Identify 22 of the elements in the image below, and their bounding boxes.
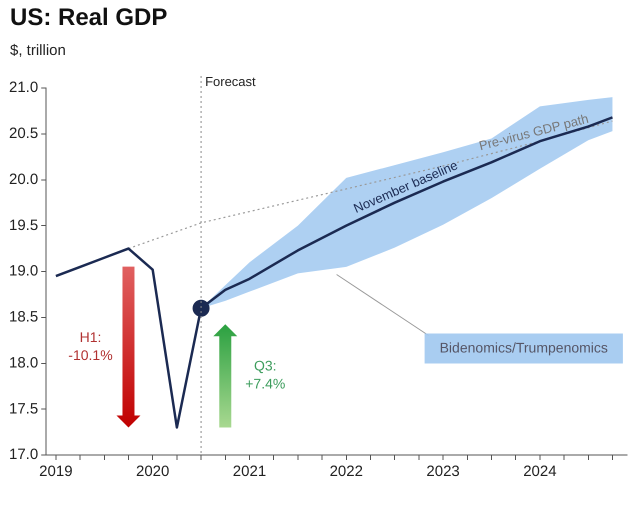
x-tick-label: 2024 bbox=[523, 463, 557, 480]
x-tick-label: 2020 bbox=[136, 463, 170, 480]
y-tick-label: 19.5 bbox=[8, 216, 38, 234]
x-tick-label: 2023 bbox=[426, 463, 460, 480]
text: Pre-virus GDP path bbox=[477, 110, 590, 154]
chart-title: US: Real GDP bbox=[10, 4, 168, 32]
annotation: H1: -10.1% bbox=[68, 328, 113, 363]
y-tick-label: 18.5 bbox=[8, 308, 38, 326]
x-tick-label: 2022 bbox=[330, 463, 363, 480]
y-tick-label: 18.0 bbox=[8, 354, 38, 372]
annotation: Q3: +7.4% bbox=[245, 358, 286, 392]
x-tick-label: 2021 bbox=[232, 463, 266, 480]
x-tick-label: 2019 bbox=[39, 463, 73, 480]
y-tick-label: 17.0 bbox=[8, 446, 38, 464]
ref-line-label: Forecast bbox=[205, 74, 256, 90]
y-tick-label: 17.5 bbox=[8, 400, 38, 418]
y-tick-label: 20.0 bbox=[8, 170, 38, 188]
annotation: Bidenomics/Trumpenomics bbox=[440, 339, 608, 356]
y-tick-label: 20.5 bbox=[8, 125, 38, 142]
y-tick-label: 21.0 bbox=[8, 79, 38, 96]
y-axis-title: $, trillion bbox=[10, 42, 66, 59]
y-tick-label: 19.0 bbox=[8, 262, 38, 280]
